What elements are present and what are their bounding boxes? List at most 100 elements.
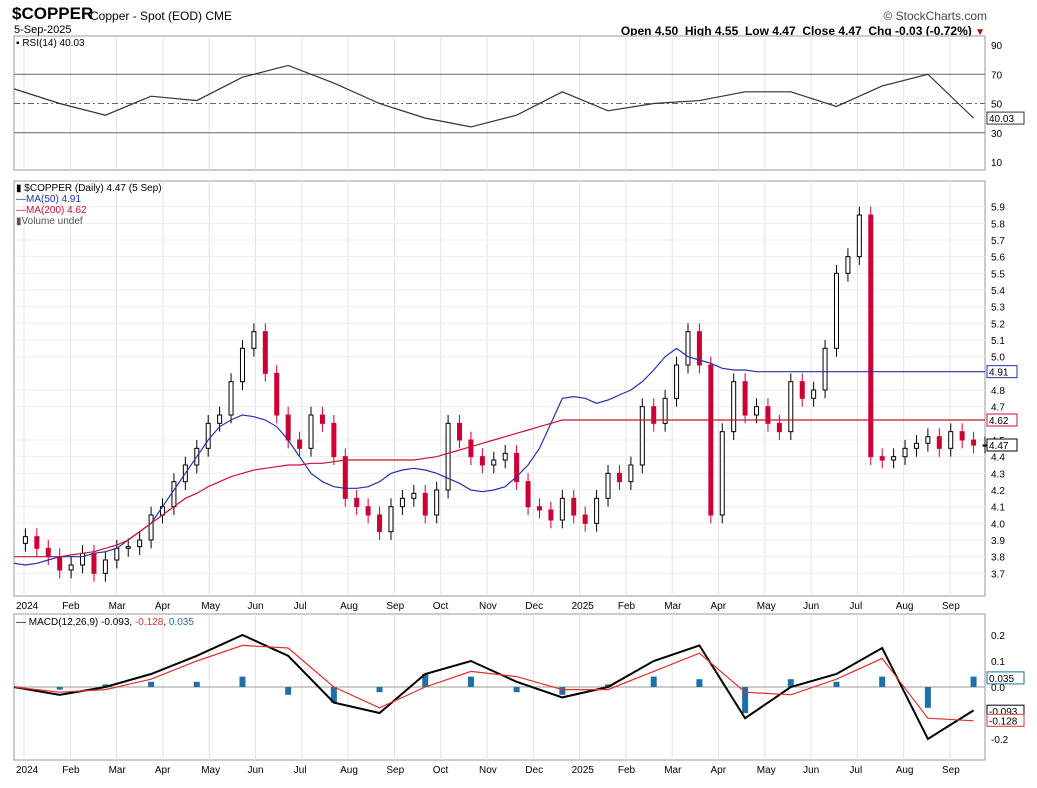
price-tick-label: 3.9 — [991, 536, 1005, 547]
price-tick-label: 5.6 — [991, 253, 1005, 264]
macd-tick-label: 0.0 — [991, 683, 1005, 694]
rsi-legend-text: RSI(14) 40.03 — [22, 38, 85, 49]
macd-legend-icon: — — [16, 617, 26, 628]
macd-histogram-bar — [330, 687, 337, 703]
price-candle — [811, 389, 817, 399]
macd-line — [13, 633, 975, 741]
price-tick-label: 4.1 — [991, 503, 1005, 514]
price-tick-label: 4.0 — [991, 519, 1005, 530]
price-candle — [80, 552, 86, 566]
price-candle — [742, 381, 748, 416]
price-candle — [616, 472, 622, 483]
price-candle — [274, 372, 280, 416]
low-label: Low — [744, 24, 769, 38]
month-label-bottom: 2025 — [572, 765, 595, 776]
price-candle — [228, 381, 234, 416]
open-value: 4.50 — [654, 24, 679, 38]
rsi-tick-label: 30 — [991, 129, 1003, 140]
month-label-bottom: Aug — [896, 765, 914, 776]
ma200-legend-text: MA(200) 4.62 — [26, 205, 87, 216]
price-candle — [891, 456, 897, 461]
price-candle — [205, 422, 211, 449]
macd-tick-label: 0.2 — [991, 631, 1005, 642]
month-label-top: Apr — [711, 601, 727, 612]
month-label-bottom: 2024 — [16, 765, 39, 776]
macd-histogram-bar — [650, 676, 657, 687]
price-tick-label: 3.8 — [991, 553, 1005, 564]
macd-histogram-bar — [56, 687, 63, 690]
month-label-top: 2025 — [572, 601, 595, 612]
price-candle — [571, 497, 577, 516]
price-candle — [776, 422, 782, 433]
rsi-tick-label: 90 — [991, 41, 1003, 52]
price-candle — [559, 497, 565, 521]
price-candle — [685, 331, 691, 366]
month-label-top: Sep — [386, 601, 404, 612]
price-candle — [845, 256, 851, 274]
macd-value-box-label: -0.093 — [989, 707, 1018, 718]
signal-legend-value: -0.128 — [134, 617, 164, 628]
rsi-legend-icon: ▪ — [16, 38, 20, 49]
price-candle — [148, 514, 154, 541]
macd-hist-box-label: 0.035 — [989, 674, 1014, 685]
month-label-bottom: Aug — [340, 765, 358, 776]
macd-signal-box-label: -0.128 — [989, 716, 1018, 727]
price-candle — [913, 442, 919, 449]
price-panel — [13, 180, 986, 597]
candle-legend-icon: ▮ — [16, 183, 22, 194]
macd-signal-line — [13, 644, 974, 722]
price-candle — [308, 414, 314, 449]
price-candle — [674, 364, 680, 399]
price-candle — [833, 272, 839, 349]
price-value-box-label: 4.47 — [989, 441, 1009, 452]
price-candle — [102, 559, 108, 574]
month-label-bottom: Mar — [109, 765, 127, 776]
symbol-title: $COPPER — [12, 4, 94, 23]
macd-histogram-bar — [513, 687, 520, 693]
price-candle — [434, 489, 440, 516]
price-candle — [468, 439, 474, 458]
rsi-tick-label: 50 — [991, 100, 1003, 111]
macd-histogram-bar — [467, 676, 474, 687]
close-label: Close — [802, 24, 835, 38]
price-candle — [217, 414, 223, 424]
macd-histogram-bar — [924, 687, 931, 708]
price-candle — [639, 406, 645, 466]
price-candle — [879, 456, 885, 461]
price-candle — [388, 506, 394, 533]
high-value: 4.55 — [714, 24, 739, 38]
month-label-top: Jun — [803, 601, 819, 612]
price-candle — [411, 492, 417, 499]
price-tick-label: 4.3 — [991, 469, 1005, 480]
brand-logo[interactable]: © StockCharts.com — [883, 9, 987, 23]
ma200-line — [14, 419, 985, 558]
month-label-bottom: May — [757, 765, 776, 776]
price-tick-label: 3.7 — [991, 569, 1005, 580]
price-candle — [799, 381, 805, 399]
month-label-top: Oct — [433, 601, 449, 612]
month-label-top: Aug — [896, 601, 914, 612]
price-tick-label: 5.5 — [991, 269, 1005, 280]
price-candle — [536, 506, 542, 511]
price-candle — [708, 364, 714, 516]
price-tick-label: 4.7 — [991, 403, 1005, 414]
price-candle — [662, 397, 668, 424]
price-candle — [605, 472, 611, 499]
price-candle — [548, 509, 554, 521]
month-label-bottom: Mar — [664, 765, 682, 776]
price-candle — [285, 414, 291, 441]
price-candle — [68, 564, 74, 571]
price-candle — [731, 381, 737, 433]
ma200-value-box-label: 4.62 — [989, 416, 1009, 427]
price-candle — [125, 546, 131, 549]
rsi-tick-label: 10 — [991, 158, 1003, 169]
macd-histogram-bar — [879, 676, 886, 687]
macd-histogram-bar — [742, 687, 749, 713]
price-candle — [971, 439, 977, 446]
close-value: 4.47 — [838, 24, 862, 38]
macd-legend-value: -0.093 — [101, 617, 130, 628]
macd-histogram-bar — [239, 676, 246, 687]
price-candle — [297, 439, 303, 449]
month-label-bottom: Oct — [433, 765, 449, 776]
